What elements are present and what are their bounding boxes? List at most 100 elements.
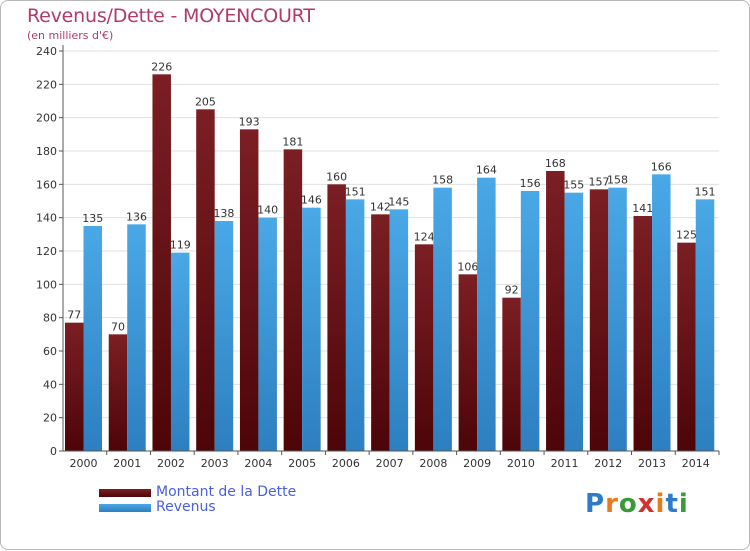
- bar-revenue: [345, 199, 365, 451]
- bar-debt: [633, 216, 653, 451]
- legend-swatch-debt: [99, 489, 151, 497]
- y-tick-label: 200: [36, 112, 57, 125]
- logo-letter: o: [618, 489, 638, 519]
- bar-revenue: [652, 174, 671, 452]
- x-tick-label: 2008: [419, 457, 447, 470]
- bar-debt: [546, 171, 565, 451]
- data-label: 181: [282, 135, 303, 148]
- logo-letter: P: [585, 489, 606, 519]
- x-tick-label: 2002: [157, 457, 185, 470]
- data-label: 156: [520, 177, 541, 190]
- data-label: 119: [170, 239, 191, 252]
- bar-debt: [196, 109, 215, 451]
- x-tick-label: 2006: [332, 457, 360, 470]
- y-tick-label: 60: [43, 345, 57, 358]
- logo-letter: t: [665, 489, 679, 519]
- data-label: 193: [239, 115, 260, 128]
- y-tick-label: 20: [43, 412, 57, 425]
- bar-revenue: [520, 191, 540, 451]
- bar-revenue: [127, 224, 146, 451]
- logo-letter: x: [637, 489, 656, 519]
- y-tick-label: 140: [36, 212, 57, 225]
- logo-letter: r: [605, 489, 619, 519]
- x-tick-label: 2011: [551, 457, 579, 470]
- bar-debt: [414, 244, 434, 451]
- x-tick-label: 2009: [463, 457, 491, 470]
- proxiti-logo: Proxiti: [585, 489, 689, 519]
- y-tick-label: 120: [36, 245, 57, 258]
- data-label: 92: [505, 284, 519, 297]
- data-label: 166: [651, 160, 672, 173]
- data-label: 124: [414, 230, 435, 243]
- bar-revenue: [214, 221, 234, 451]
- data-label: 125: [676, 229, 697, 242]
- bar-debt: [677, 242, 696, 451]
- bar-revenue: [302, 207, 321, 451]
- bar-revenue: [477, 177, 496, 451]
- chart-title: Revenus/Dette - MOYENCOURT: [27, 5, 315, 27]
- data-label: 77: [67, 309, 81, 322]
- logo-letter: i: [655, 489, 666, 519]
- x-tick-label: 2013: [638, 457, 666, 470]
- data-label: 164: [476, 164, 497, 177]
- bar-revenue: [564, 192, 584, 451]
- x-tick-label: 2005: [288, 457, 316, 470]
- x-tick-label: 2014: [682, 457, 710, 470]
- data-label: 226: [151, 60, 172, 73]
- bar-revenue: [170, 252, 190, 451]
- x-tick-label: 2000: [70, 457, 98, 470]
- data-label: 151: [345, 185, 366, 198]
- bar-debt: [327, 184, 346, 452]
- bar-debt: [108, 334, 128, 451]
- chart-subtitle: (en milliers d'€): [27, 29, 114, 42]
- data-label: 146: [301, 194, 322, 207]
- legend-swatch-revenue: [99, 504, 151, 512]
- bar-debt: [458, 274, 478, 451]
- bar-debt: [152, 74, 171, 451]
- bar-debt: [589, 189, 609, 452]
- bar-revenue: [389, 209, 409, 451]
- x-tick-label: 2001: [113, 457, 141, 470]
- bar-debt: [502, 297, 521, 451]
- data-label: 151: [695, 185, 716, 198]
- data-label: 158: [607, 174, 628, 187]
- data-label: 136: [126, 210, 147, 223]
- bar-debt: [239, 129, 259, 452]
- data-label: 142: [370, 200, 391, 213]
- y-tick-label: 80: [43, 312, 57, 325]
- bar-revenue: [433, 187, 452, 451]
- y-tick-label: 220: [36, 78, 57, 91]
- y-tick-label: 0: [50, 445, 57, 458]
- x-tick-label: 2004: [244, 457, 272, 470]
- bar-revenue: [695, 199, 715, 451]
- data-label: 205: [195, 95, 216, 108]
- x-tick-label: 2010: [507, 457, 535, 470]
- data-label: 168: [545, 157, 566, 170]
- data-label: 106: [457, 260, 478, 273]
- bar-revenue: [258, 217, 277, 451]
- data-label: 157: [589, 175, 610, 188]
- data-label: 140: [257, 204, 278, 217]
- data-label: 158: [432, 174, 453, 187]
- data-label: 138: [213, 207, 234, 220]
- x-tick-label: 2003: [201, 457, 229, 470]
- y-tick-label: 40: [43, 378, 57, 391]
- y-tick-label: 180: [36, 145, 57, 158]
- logo-letter: i: [678, 489, 689, 519]
- bar-debt: [283, 149, 303, 452]
- data-label: 135: [82, 212, 103, 225]
- legend-label-debt: Montant de la Dette: [156, 484, 297, 500]
- y-tick-label: 240: [36, 45, 57, 58]
- bar-revenue: [83, 226, 102, 451]
- data-label: 160: [326, 170, 347, 183]
- bar-debt: [371, 214, 390, 451]
- x-tick-label: 2012: [594, 457, 622, 470]
- bar-revenue: [608, 187, 627, 451]
- data-label: 141: [632, 202, 653, 215]
- x-tick-label: 2007: [376, 457, 404, 470]
- bar-debt: [65, 322, 84, 451]
- data-label: 70: [111, 320, 125, 333]
- y-tick-label: 160: [36, 178, 57, 191]
